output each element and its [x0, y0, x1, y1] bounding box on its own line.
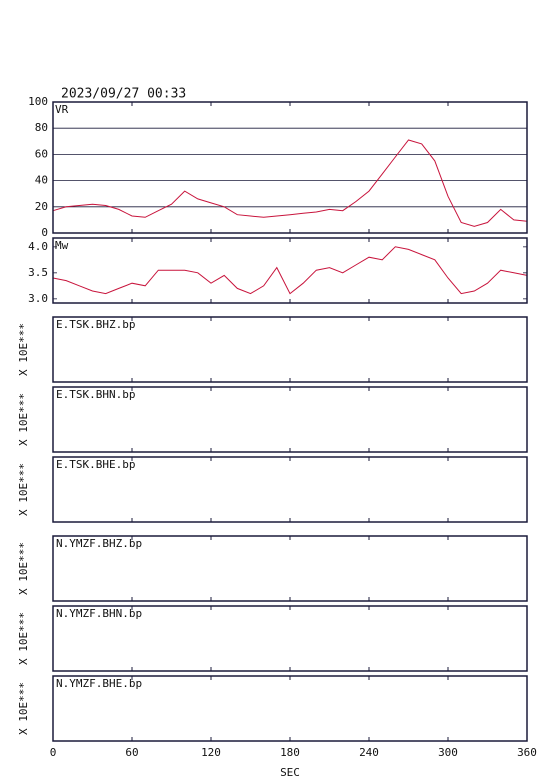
x-tick-label: 180 [280, 746, 300, 759]
x-tick-label: 60 [125, 746, 138, 759]
trace-scale: X 10E*** [17, 542, 30, 595]
x-tick-label: 300 [438, 746, 458, 759]
y-tick-label: 20 [35, 200, 48, 213]
figure-title: 2023/09/27 00:33 [61, 87, 186, 102]
y-tick-label: 80 [35, 121, 48, 134]
trace-label: N.YMZF.BHE.bp [56, 677, 142, 690]
y-tick-label: 3.5 [28, 266, 48, 279]
data-line [52, 246, 528, 295]
data-line [52, 139, 528, 227]
x-tick-label: 120 [201, 746, 221, 759]
y-tick-label: 100 [28, 95, 48, 108]
legend-label: VR [55, 103, 69, 116]
trace-scale: X 10E*** [17, 682, 30, 735]
y-tick-label: 60 [35, 147, 48, 160]
trace-label: E.TSK.BHN.bp [56, 388, 135, 401]
trace-label: N.YMZF.BHN.bp [56, 607, 142, 620]
y-tick-label: 40 [35, 174, 48, 187]
y-tick-label: 0 [41, 226, 48, 239]
trace-scale: X 10E*** [17, 393, 30, 446]
panel-frame [52, 101, 528, 234]
y-tick-label: 3.0 [28, 292, 48, 305]
x-tick-label: 0 [50, 746, 57, 759]
trace-label: N.YMZF.BHZ.bp [56, 537, 142, 550]
x-tick-label: 360 [517, 746, 537, 759]
trace-scale: X 10E*** [17, 463, 30, 516]
x-axis-label: SEC [280, 766, 300, 779]
trace-label: E.TSK.BHZ.bp [56, 318, 135, 331]
trace-label: E.TSK.BHE.bp [56, 458, 135, 471]
trace-scale: X 10E*** [17, 323, 30, 376]
x-tick-label: 240 [359, 746, 379, 759]
trace-scale: X 10E*** [17, 612, 30, 665]
y-tick-label: 4.0 [28, 240, 48, 253]
legend-label: Mw [55, 239, 69, 252]
